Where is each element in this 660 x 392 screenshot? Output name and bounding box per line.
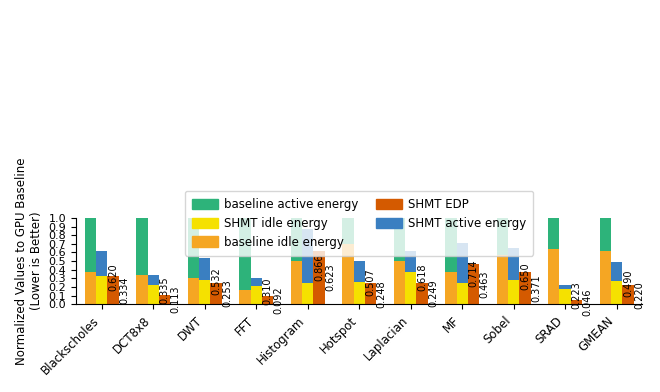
Text: 0.113: 0.113 (171, 286, 181, 313)
Bar (519, 272, 531, 305)
Bar (416, 283, 428, 305)
Bar (148, 276, 159, 285)
Bar (365, 283, 376, 305)
Legend: baseline active energy, SHMT idle energy, baseline idle energy, SHMT EDP, SHMT a: baseline active energy, SHMT idle energy… (185, 191, 533, 256)
Text: 0.618: 0.618 (417, 264, 427, 291)
Text: 0.620: 0.620 (108, 264, 118, 291)
Bar (508, 280, 519, 305)
Bar (405, 272, 416, 305)
Bar (291, 261, 302, 305)
Bar (354, 282, 365, 305)
Text: 0.623: 0.623 (325, 264, 335, 291)
Bar (239, 218, 251, 290)
Text: 0.335: 0.335 (160, 276, 170, 304)
Bar (611, 262, 622, 281)
Bar (211, 283, 222, 305)
Bar (354, 261, 365, 282)
Bar (148, 285, 159, 305)
Bar (84, 218, 96, 272)
Bar (262, 296, 273, 305)
Bar (84, 272, 96, 305)
Bar (199, 258, 211, 280)
Text: 0.866: 0.866 (314, 253, 324, 281)
Text: 0.248: 0.248 (377, 280, 387, 307)
Bar (560, 289, 571, 305)
Bar (96, 251, 108, 276)
Text: 0.253: 0.253 (222, 279, 232, 307)
Bar (394, 218, 405, 261)
Bar (622, 285, 634, 305)
Bar (508, 248, 519, 280)
Bar (394, 261, 405, 305)
Text: 0.310: 0.310 (263, 277, 273, 305)
Text: 0.714: 0.714 (469, 260, 478, 287)
Text: 0.532: 0.532 (211, 267, 221, 295)
Text: 0.223: 0.223 (572, 281, 581, 309)
Text: 0.650: 0.650 (520, 263, 530, 290)
Bar (291, 218, 302, 261)
Bar (251, 285, 262, 305)
Bar (199, 280, 211, 305)
Bar (136, 274, 148, 305)
Y-axis label: Normalized Values to GPU Baseline
(Lower is Better): Normalized Values to GPU Baseline (Lower… (15, 158, 43, 365)
Bar (446, 218, 457, 272)
Bar (159, 295, 170, 305)
Bar (405, 251, 416, 272)
Bar (108, 276, 119, 305)
Bar (239, 290, 251, 305)
Text: 0.371: 0.371 (531, 274, 541, 302)
Bar (560, 285, 571, 289)
Text: 0.463: 0.463 (480, 270, 490, 298)
Bar (302, 229, 314, 283)
Bar (457, 243, 468, 283)
Bar (136, 218, 148, 274)
Bar (457, 283, 468, 305)
Bar (497, 218, 508, 254)
Bar (96, 276, 108, 305)
Bar (497, 254, 508, 305)
Bar (187, 218, 199, 278)
Bar (600, 218, 611, 251)
Text: 0.046: 0.046 (583, 289, 593, 316)
Bar (251, 278, 262, 285)
Bar (343, 218, 354, 244)
Bar (611, 281, 622, 305)
Text: 0.092: 0.092 (274, 287, 284, 314)
Bar (571, 300, 582, 305)
Bar (187, 278, 199, 305)
Bar (600, 251, 611, 305)
Bar (302, 283, 314, 305)
Text: 0.490: 0.490 (623, 269, 633, 297)
Bar (548, 249, 560, 305)
Text: 0.220: 0.220 (634, 281, 644, 309)
Bar (446, 272, 457, 305)
Bar (548, 218, 560, 249)
Text: 0.507: 0.507 (366, 269, 376, 296)
Text: 0.334: 0.334 (119, 276, 129, 304)
Bar (314, 250, 325, 305)
Bar (343, 244, 354, 305)
Bar (468, 264, 479, 305)
Text: 0.249: 0.249 (428, 280, 438, 307)
